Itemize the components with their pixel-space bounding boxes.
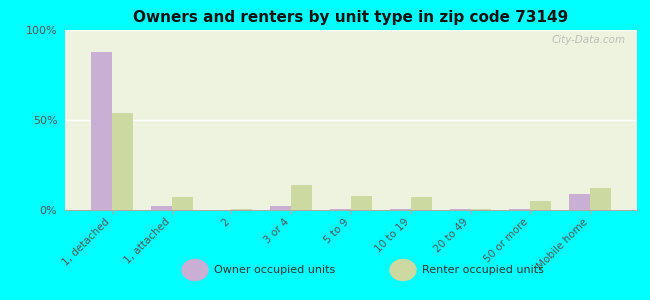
Bar xyxy=(569,194,590,210)
Bar xyxy=(530,201,551,210)
Bar xyxy=(390,209,411,210)
Bar xyxy=(172,197,192,210)
Bar xyxy=(91,52,112,210)
Bar xyxy=(291,185,312,210)
Title: Owners and renters by unit type in zip code 73149: Owners and renters by unit type in zip c… xyxy=(133,10,569,25)
Bar xyxy=(351,196,372,210)
Bar xyxy=(270,206,291,210)
Bar xyxy=(151,206,172,210)
Text: Renter occupied units: Renter occupied units xyxy=(422,265,545,275)
Bar xyxy=(112,113,133,210)
Bar xyxy=(450,209,471,210)
Bar xyxy=(231,209,252,210)
Bar xyxy=(411,197,432,210)
Text: Owner occupied units: Owner occupied units xyxy=(214,265,336,275)
Bar xyxy=(590,188,611,210)
Bar xyxy=(510,209,530,210)
Bar xyxy=(330,209,351,210)
Text: City-Data.com: City-Data.com xyxy=(551,35,625,45)
Bar xyxy=(471,209,491,210)
